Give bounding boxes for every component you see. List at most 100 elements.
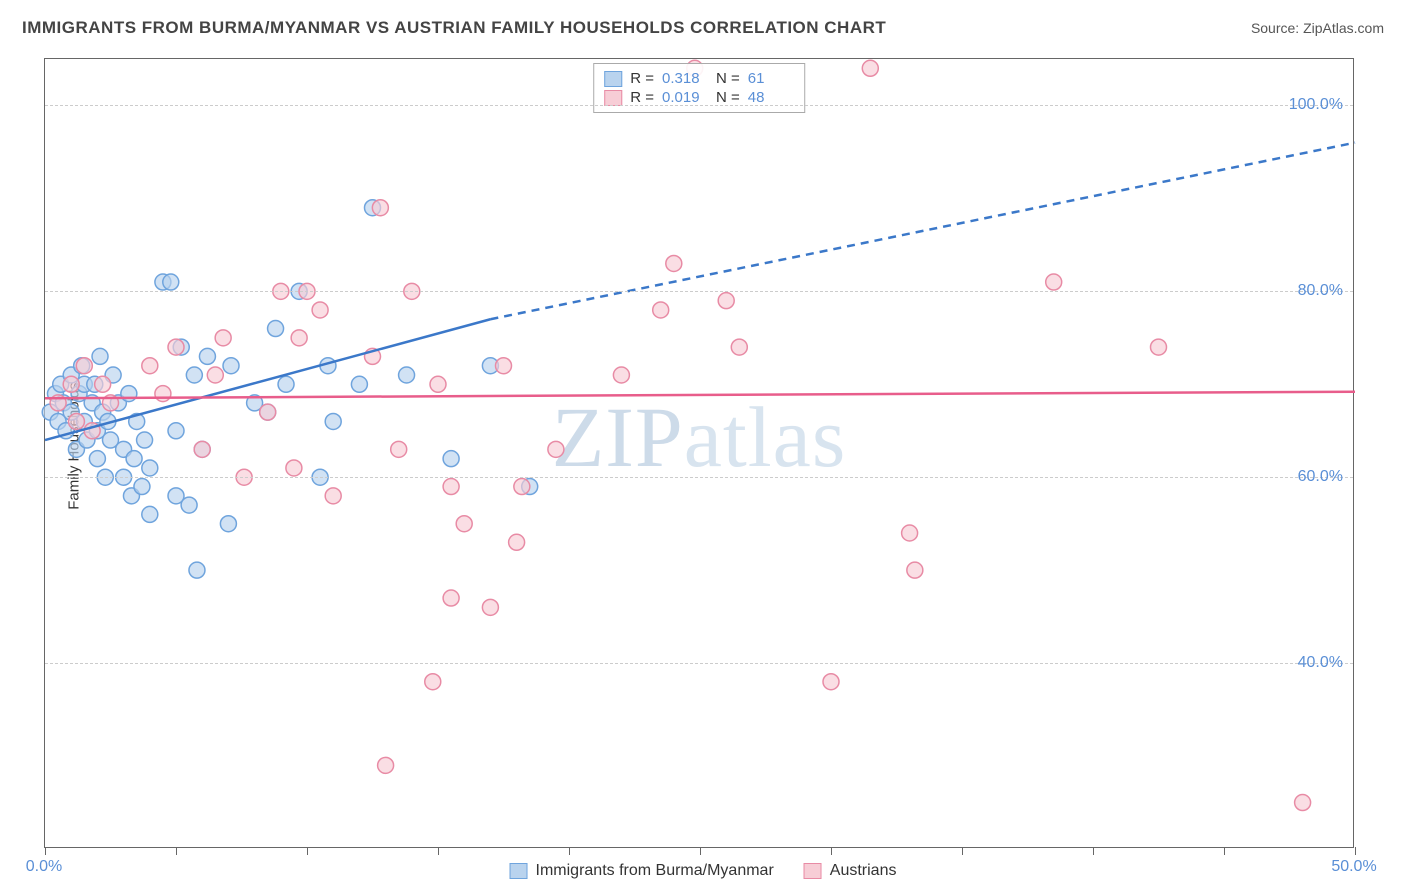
legend-item: Immigrants from Burma/Myanmar [510, 862, 774, 880]
data-point [425, 674, 441, 690]
data-point [142, 358, 158, 374]
data-point [391, 441, 407, 457]
x-tick [438, 847, 439, 855]
legend-series: Immigrants from Burma/Myanmar Austrians [510, 862, 897, 880]
data-point [126, 451, 142, 467]
data-point [482, 599, 498, 615]
legend-n-value: 48 [748, 89, 794, 106]
data-point [325, 413, 341, 429]
data-point [443, 590, 459, 606]
x-tick [962, 847, 963, 855]
data-point [89, 451, 105, 467]
data-point [430, 376, 446, 392]
data-point [207, 367, 223, 383]
gridline-h [45, 663, 1353, 664]
data-point [514, 479, 530, 495]
gridline-h [45, 477, 1353, 478]
data-point [443, 451, 459, 467]
legend-label: Austrians [830, 862, 897, 880]
data-point [718, 293, 734, 309]
x-tick [831, 847, 832, 855]
x-tick [1093, 847, 1094, 855]
scatter-svg [45, 59, 1353, 847]
data-point [731, 339, 747, 355]
data-point [181, 497, 197, 513]
data-point [142, 506, 158, 522]
data-point [399, 367, 415, 383]
source-attribution: Source: ZipAtlas.com [1251, 20, 1384, 36]
legend-swatch [604, 90, 622, 106]
legend-label: Immigrants from Burma/Myanmar [536, 862, 774, 880]
data-point [220, 516, 236, 532]
x-tick [307, 847, 308, 855]
data-point [443, 479, 459, 495]
data-point [613, 367, 629, 383]
data-point [278, 376, 294, 392]
legend-n-value: 61 [748, 70, 794, 87]
data-point [509, 534, 525, 550]
source-name: ZipAtlas.com [1303, 20, 1384, 36]
data-point [76, 358, 92, 374]
data-point [862, 60, 878, 76]
data-point [134, 479, 150, 495]
data-point [666, 255, 682, 271]
legend-r-label: R = [630, 89, 654, 106]
trend-line [45, 392, 1355, 399]
x-tick [700, 847, 701, 855]
data-point [260, 404, 276, 420]
data-point [194, 441, 210, 457]
y-tick-label: 100.0% [1289, 96, 1343, 114]
data-point [199, 348, 215, 364]
x-tick [45, 847, 46, 855]
data-point [163, 274, 179, 290]
data-point [1046, 274, 1062, 290]
data-point [372, 200, 388, 216]
data-point [215, 330, 231, 346]
chart-title: IMMIGRANTS FROM BURMA/MYANMAR VS AUSTRIA… [22, 18, 886, 38]
x-tick [1224, 847, 1225, 855]
data-point [823, 674, 839, 690]
data-point [268, 321, 284, 337]
data-point [63, 376, 79, 392]
data-point [92, 348, 108, 364]
legend-swatch [804, 863, 822, 879]
legend-n-label: N = [716, 70, 740, 87]
data-point [1151, 339, 1167, 355]
legend-swatch [510, 863, 528, 879]
legend-correlation-row: R = 0.019 N = 48 [604, 89, 794, 106]
data-point [223, 358, 239, 374]
legend-n-label: N = [716, 89, 740, 106]
data-point [378, 757, 394, 773]
legend-r-value: 0.019 [662, 89, 708, 106]
trend-line-extrapolation [490, 143, 1355, 320]
gridline-h [45, 291, 1353, 292]
data-point [456, 516, 472, 532]
data-point [155, 386, 171, 402]
x-tick-label: 50.0% [1331, 858, 1376, 876]
data-point [902, 525, 918, 541]
data-point [168, 339, 184, 355]
data-point [121, 386, 137, 402]
data-point [653, 302, 669, 318]
legend-r-label: R = [630, 70, 654, 87]
gridline-h [45, 105, 1353, 106]
data-point [142, 460, 158, 476]
chart-plot-area: ZIPatlas R = 0.318N = 61R = 0.019N = 48 … [44, 58, 1354, 848]
x-tick [1355, 847, 1356, 855]
data-point [186, 367, 202, 383]
data-point [496, 358, 512, 374]
x-tick [569, 847, 570, 855]
data-point [189, 562, 205, 578]
y-tick-label: 40.0% [1298, 654, 1343, 672]
legend-swatch [604, 71, 622, 87]
data-point [325, 488, 341, 504]
data-point [168, 423, 184, 439]
legend-r-value: 0.318 [662, 70, 708, 87]
data-point [548, 441, 564, 457]
data-point [137, 432, 153, 448]
x-tick [176, 847, 177, 855]
source-prefix: Source: [1251, 20, 1303, 36]
data-point [907, 562, 923, 578]
legend-item: Austrians [804, 862, 897, 880]
data-point [351, 376, 367, 392]
